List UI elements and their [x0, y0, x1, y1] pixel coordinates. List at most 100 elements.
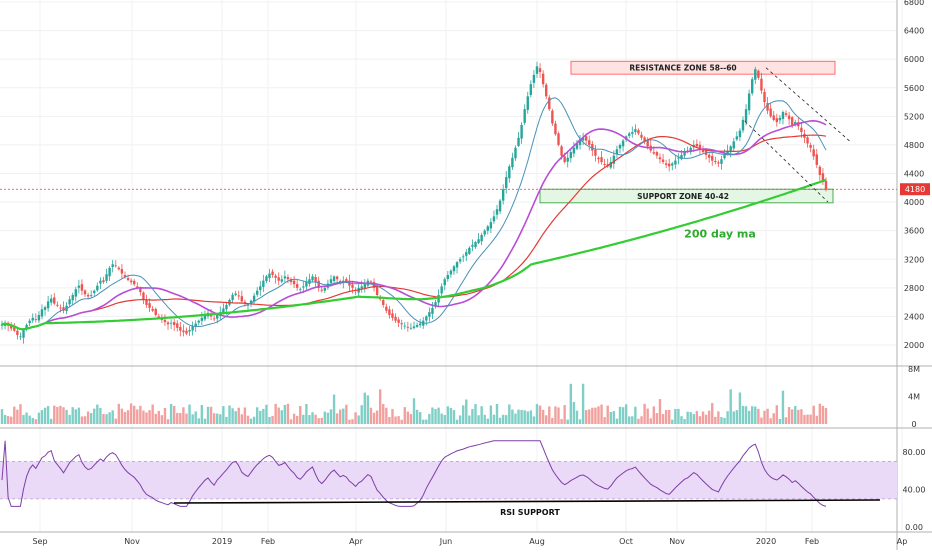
volume-bar — [704, 414, 708, 424]
volume-bar — [169, 403, 173, 424]
resistance-zone — [570, 60, 836, 75]
candle — [612, 155, 616, 164]
volume-bar — [96, 404, 99, 424]
candle — [280, 279, 283, 282]
candle — [139, 288, 142, 293]
volume-bar — [824, 408, 828, 424]
candle — [634, 129, 637, 132]
moving-averages — [1, 97, 827, 331]
candle — [754, 69, 757, 80]
candle — [403, 325, 406, 327]
candle — [618, 144, 622, 149]
candle — [477, 239, 480, 243]
candle — [517, 137, 520, 146]
volume-bar — [179, 413, 182, 424]
candle — [815, 154, 818, 165]
volume-bar — [308, 415, 311, 424]
x-tick-label: 2020 — [756, 537, 776, 546]
candle — [123, 275, 127, 278]
candle — [157, 316, 161, 318]
candle — [640, 134, 643, 138]
volume-bar — [363, 392, 367, 424]
candle — [49, 298, 53, 303]
volume-bar — [62, 407, 65, 424]
volume-bar — [311, 412, 314, 424]
volume-bar — [151, 404, 154, 424]
candle — [483, 230, 486, 235]
candle — [96, 285, 99, 291]
volume-bar — [790, 409, 794, 424]
volume-bar — [46, 406, 50, 424]
volume-bar — [787, 407, 791, 424]
volume-bar — [305, 404, 308, 424]
candle — [726, 150, 729, 154]
candle — [707, 154, 711, 158]
candle — [520, 124, 523, 139]
volume-bar — [22, 414, 25, 424]
candle — [508, 166, 511, 179]
candle — [43, 307, 47, 310]
volume-bar — [523, 410, 526, 424]
volume-bar — [757, 408, 760, 424]
candle — [541, 73, 545, 85]
volume-bar — [760, 417, 763, 424]
volume-bar — [806, 414, 809, 424]
y-tick-label: 6000 — [904, 55, 924, 64]
volume-bar — [658, 399, 662, 424]
volume-bar — [357, 415, 360, 424]
volume-bar — [674, 408, 677, 424]
volume-y-tick: 4M — [908, 393, 920, 402]
candle — [148, 303, 151, 308]
candle — [452, 266, 456, 272]
candle — [311, 276, 314, 281]
candle — [575, 143, 579, 149]
candle — [769, 108, 772, 117]
candle — [105, 274, 108, 281]
candle — [787, 115, 791, 120]
volume-bar — [778, 419, 782, 424]
y-tick-label: 2400 — [904, 312, 924, 321]
candle — [102, 280, 105, 283]
volume-bar — [185, 413, 188, 424]
volume-bar — [142, 410, 145, 424]
volume-bar — [594, 407, 597, 424]
rsi-band — [0, 460, 897, 500]
candle — [286, 277, 290, 280]
candle — [188, 329, 191, 332]
candle — [578, 139, 582, 146]
volume-bar — [117, 403, 121, 424]
volume-bar — [188, 404, 191, 424]
volume-bar — [77, 407, 81, 424]
volume-bar — [701, 411, 705, 424]
volume-bar — [394, 416, 397, 424]
volume-bar — [228, 405, 231, 424]
volume-bar — [120, 408, 124, 424]
volume-bar — [145, 412, 148, 424]
candle — [548, 97, 551, 110]
volume-bar — [382, 404, 385, 424]
x-tick-label: 2019 — [212, 537, 232, 546]
volume-bar — [133, 405, 136, 424]
volume-bar — [385, 407, 388, 424]
y-tick-label: 4800 — [904, 141, 924, 150]
candle — [569, 152, 573, 159]
candle — [13, 327, 16, 331]
volume-bar — [560, 419, 563, 424]
candle — [474, 242, 477, 248]
candle — [332, 276, 336, 282]
candle — [563, 156, 566, 163]
volume-bar — [581, 383, 585, 424]
candle — [308, 279, 311, 284]
candle — [339, 280, 342, 283]
candle — [243, 301, 247, 304]
candle — [237, 295, 240, 297]
candle — [425, 316, 428, 321]
volume-bar — [13, 406, 16, 424]
candle — [406, 326, 410, 328]
rsi-y-tick: 80.00 — [903, 448, 926, 457]
volume-bar — [572, 402, 576, 424]
candle — [680, 154, 683, 160]
volume-bar — [692, 414, 695, 424]
candle — [255, 290, 259, 295]
volume-bar — [486, 418, 489, 424]
